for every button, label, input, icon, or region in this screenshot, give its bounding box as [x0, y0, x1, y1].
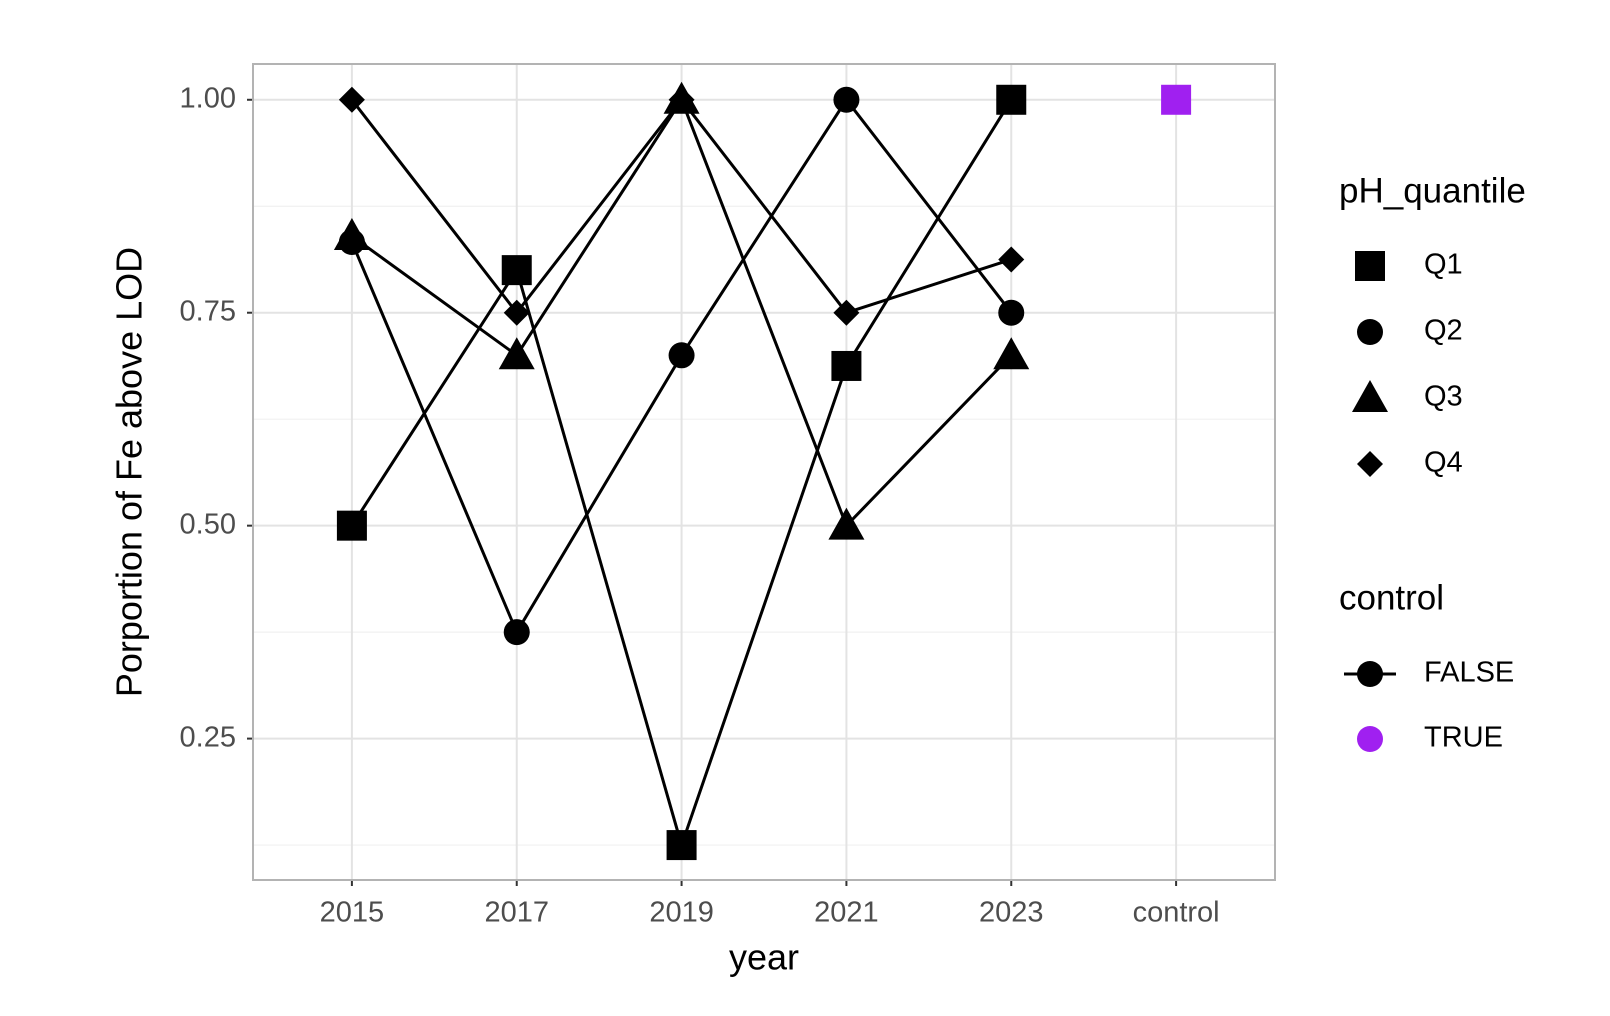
- legend-title: control: [1339, 578, 1444, 617]
- y-tick-label: 0.50: [180, 508, 236, 540]
- panel-background: [253, 64, 1275, 880]
- point: [333, 218, 370, 251]
- legend-label: Q4: [1424, 447, 1463, 479]
- legend-key: [1355, 251, 1385, 281]
- point: [831, 350, 862, 381]
- legend-label: FALSE: [1424, 657, 1514, 689]
- point: [498, 337, 535, 370]
- point: [993, 337, 1030, 370]
- x-tick-label: 2021: [814, 897, 879, 929]
- point: [501, 255, 532, 286]
- legend-label: Q2: [1424, 315, 1463, 347]
- legend-key: [1352, 380, 1388, 412]
- point: [668, 86, 695, 113]
- y-tick-label: 0.25: [180, 721, 236, 753]
- y-tick-label: 1.00: [180, 82, 236, 114]
- legend-label: TRUE: [1424, 722, 1503, 754]
- point: [998, 246, 1025, 273]
- point: [833, 86, 860, 113]
- point: [833, 299, 860, 326]
- x-axis-title: year: [729, 937, 799, 978]
- x-tick-label: 2015: [320, 897, 385, 929]
- legend-label: Q3: [1424, 381, 1463, 413]
- y-tick-label: 0.75: [180, 295, 236, 327]
- legend-label: Q1: [1424, 249, 1463, 281]
- x-tick-label: 2023: [979, 897, 1044, 929]
- legend-title: pH_quantile: [1339, 171, 1526, 210]
- point: [828, 507, 865, 540]
- point: [336, 510, 367, 541]
- point: [668, 342, 695, 369]
- panel-border: [252, 63, 1276, 881]
- point: [666, 830, 697, 861]
- x-tick-label: 2017: [484, 897, 549, 929]
- legend-key: [1357, 726, 1383, 752]
- point: [338, 86, 365, 113]
- x-tick-label: 2019: [649, 897, 714, 929]
- y-axis-title: Porportion of Fe above LOD: [109, 247, 150, 697]
- legend-key: [1357, 319, 1383, 345]
- point: [503, 619, 530, 646]
- legend-key: [1357, 661, 1383, 687]
- point: [998, 299, 1025, 326]
- point: [996, 84, 1027, 115]
- control-point: [1161, 84, 1192, 115]
- legend-key: [1357, 451, 1383, 477]
- point: [503, 299, 530, 326]
- x-tick-label: control: [1133, 897, 1220, 929]
